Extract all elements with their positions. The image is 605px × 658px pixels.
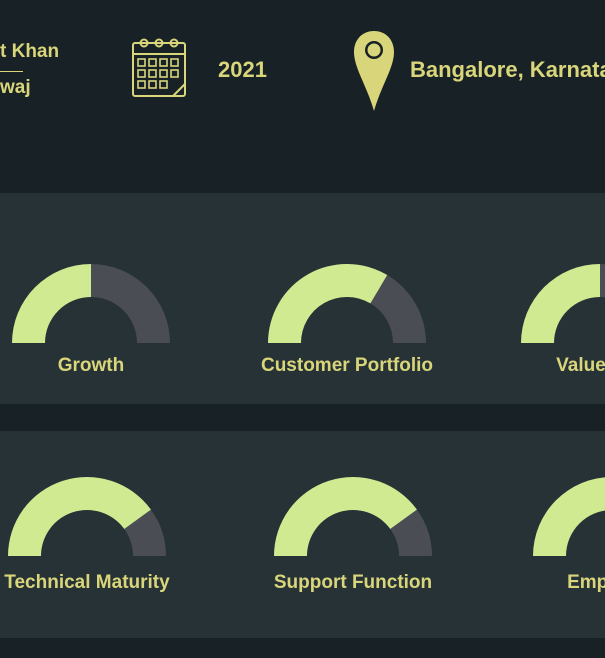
gauge-fill-value-ger <box>521 264 600 343</box>
gauge-growth <box>12 264 170 343</box>
gauge-value-ger <box>521 264 605 343</box>
gauge-fill-technical-maturity <box>8 477 151 556</box>
calendar-icon <box>132 38 186 97</box>
gauge-label-support-function: Support Function <box>273 572 433 593</box>
gauge-customer-portfolio <box>268 264 426 343</box>
gauge-track-support-function <box>390 509 432 556</box>
location-text: Bangalore, Karnata <box>410 57 605 82</box>
gauge-fill-customer-portfolio <box>268 264 388 343</box>
user-name-line2: waj <box>0 77 31 98</box>
gauge-track-value-ger <box>600 264 605 298</box>
gauge-label-value-ger: Value Ger <box>556 355 605 376</box>
gauge-technical-maturity <box>8 477 166 556</box>
gauge-track-growth <box>91 264 170 343</box>
gauge-fill-employee <box>533 477 605 556</box>
gauge-label-technical-maturity: Technical Maturity <box>4 572 170 593</box>
year-text: 2021 <box>218 57 267 82</box>
map-pin-icon <box>354 31 394 111</box>
gauge-label-customer-portfolio: Customer Portfolio <box>260 355 434 376</box>
gauge-support-function <box>274 477 432 556</box>
gauge-track-customer-portfolio <box>370 275 426 343</box>
user-name-line1: t Khan <box>0 41 60 62</box>
gauge-employee <box>533 477 605 556</box>
gauge-fill-support-function <box>274 477 417 556</box>
gauge-fill-growth <box>12 264 91 343</box>
gauge-track-technical-maturity <box>124 509 166 556</box>
gauge-label-employee: Employee <box>567 572 605 593</box>
gauge-label-growth: Growth <box>57 355 125 376</box>
name-underline <box>0 71 23 72</box>
